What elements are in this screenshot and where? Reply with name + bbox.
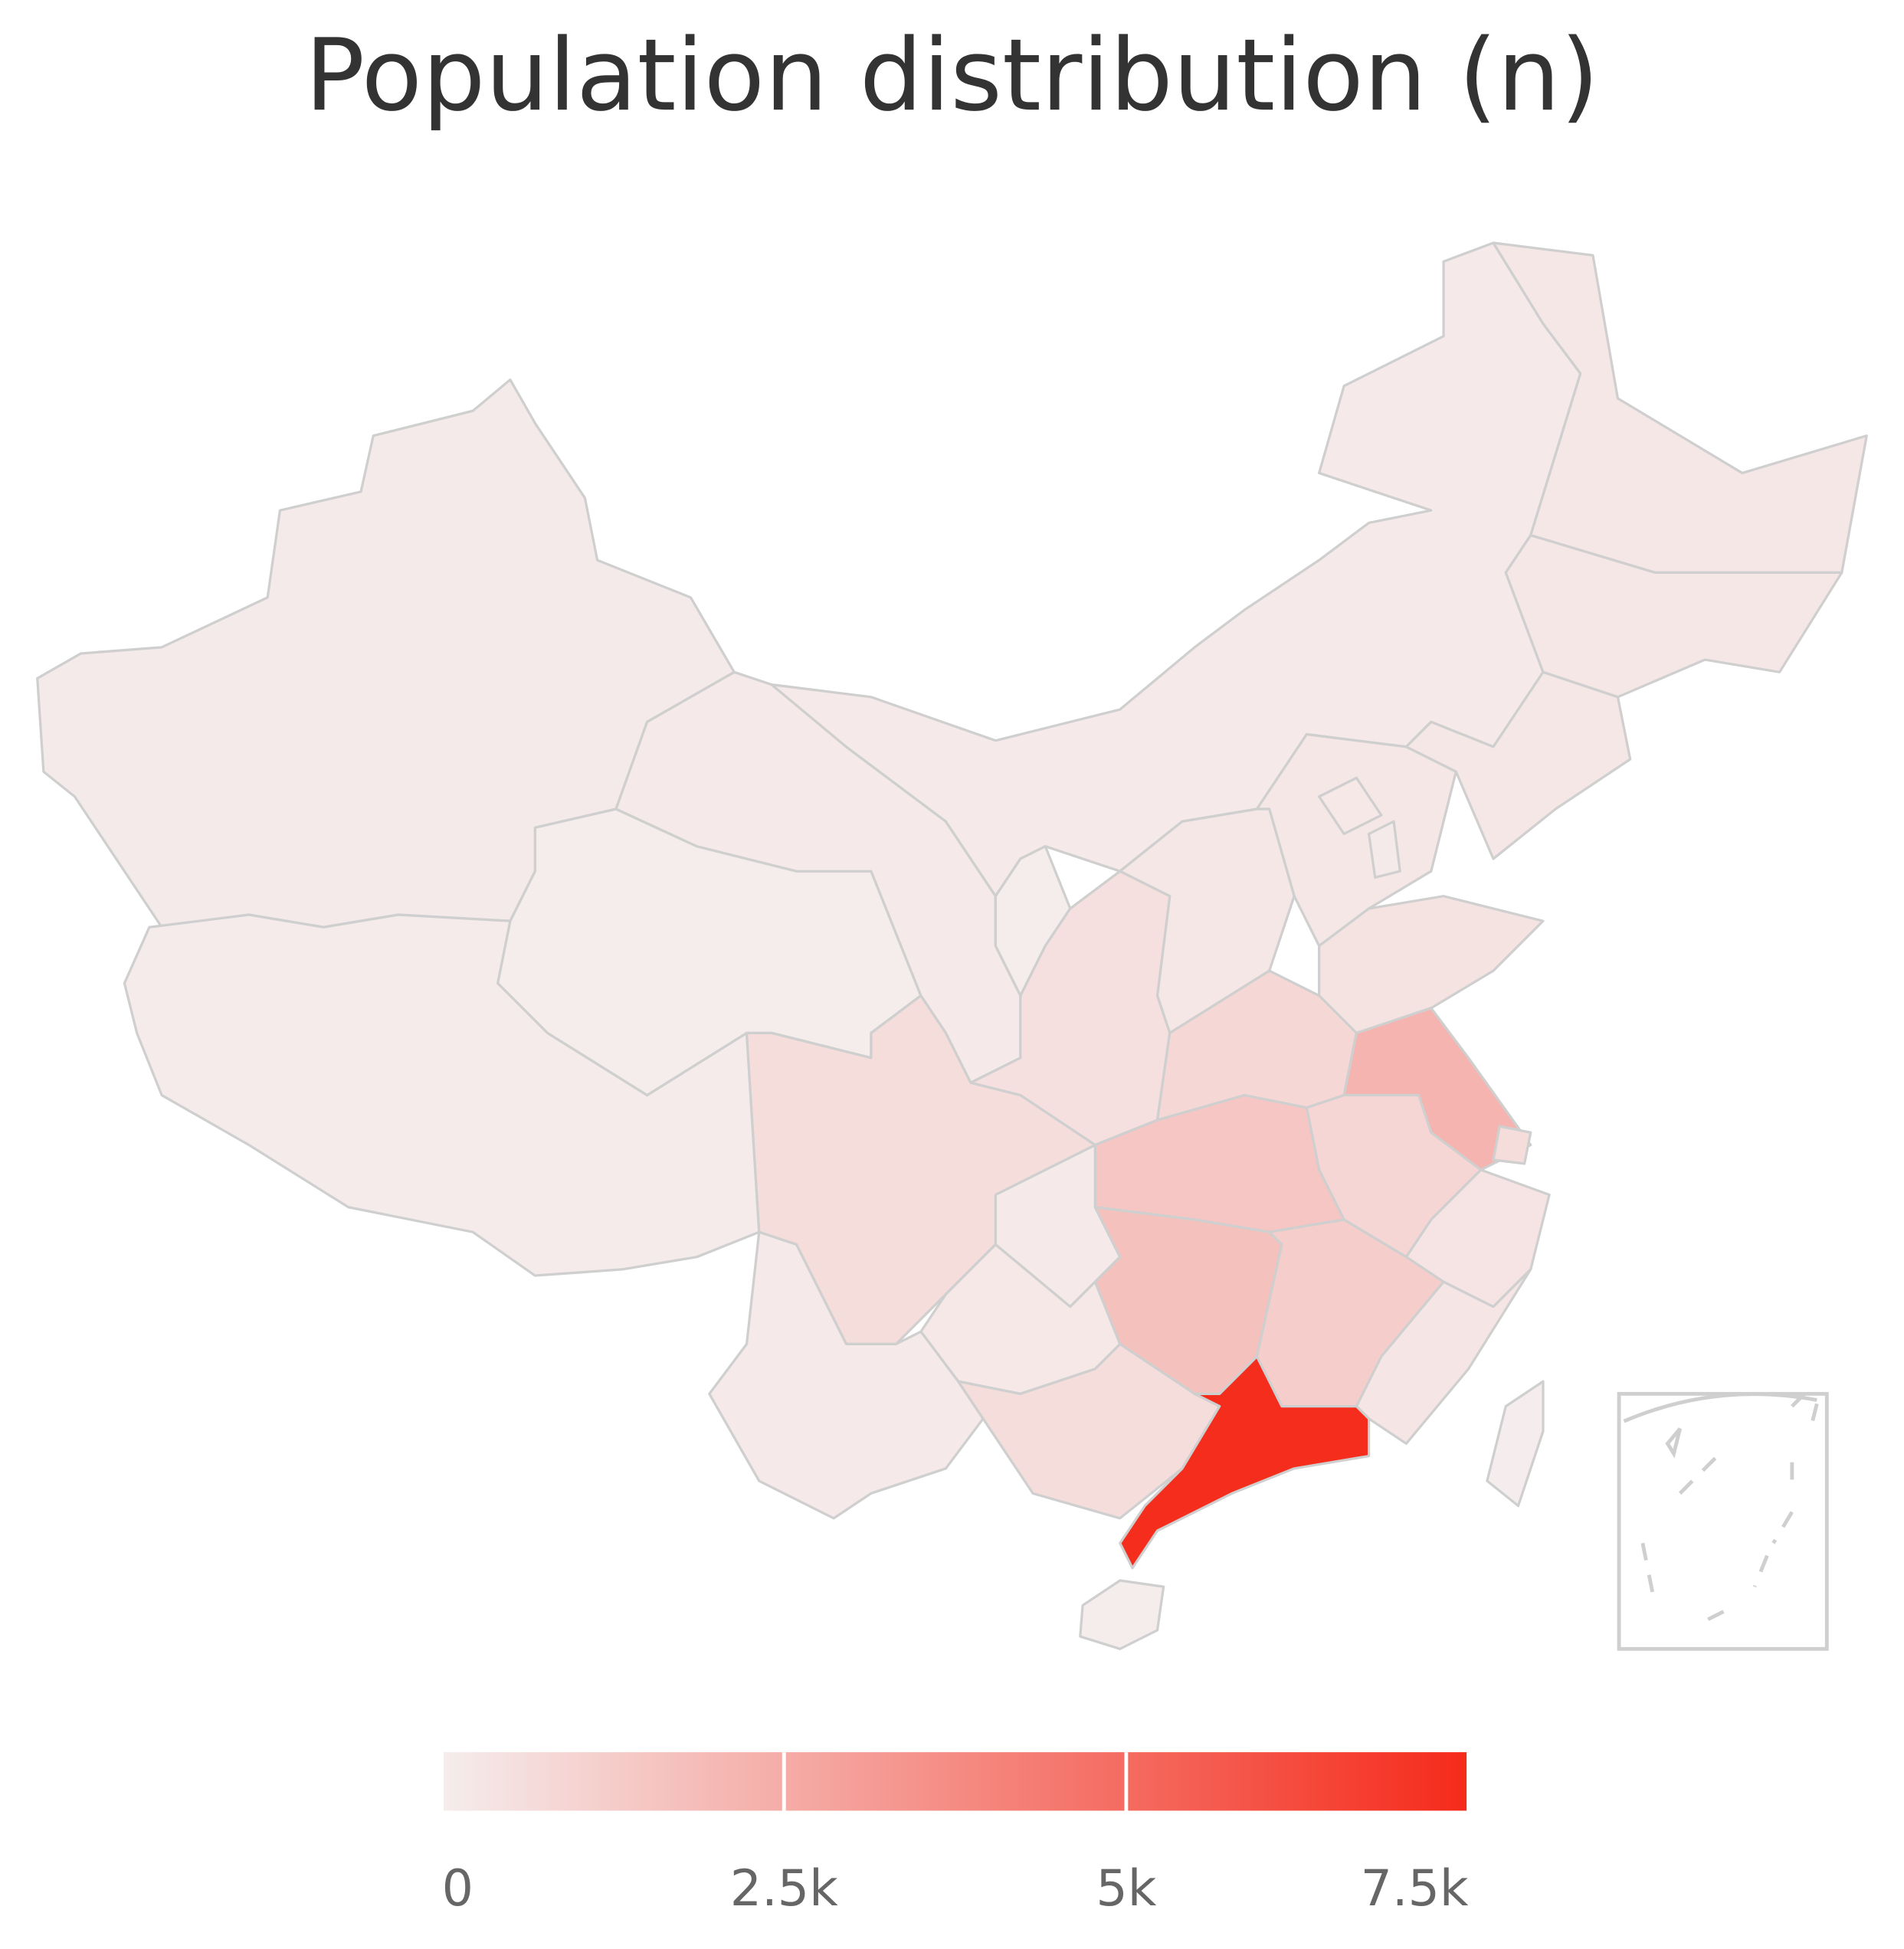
color-legend: 0 2.5k 5k 7.5k [440, 1752, 1470, 1918]
south-china-sea-inset [1617, 1391, 1829, 1651]
region [1367, 820, 1401, 879]
region [1486, 1380, 1545, 1508]
region [1119, 1355, 1371, 1570]
region [1504, 534, 1843, 699]
tick-label: 7.5k [1361, 1860, 1469, 1918]
region [708, 1230, 985, 1520]
region [1355, 1268, 1532, 1445]
tick-label: 0 [442, 1860, 474, 1918]
tick-label: 2.5k [730, 1860, 838, 1918]
region [1492, 1125, 1532, 1165]
region [1404, 670, 1632, 860]
chart-title: Population distribution (n) [305, 17, 1599, 133]
tick-label: 5k [1096, 1860, 1156, 1918]
color-scale-bar [441, 1752, 1469, 1811]
region [1318, 776, 1383, 836]
region [1079, 1579, 1165, 1650]
map [36, 241, 1868, 1650]
